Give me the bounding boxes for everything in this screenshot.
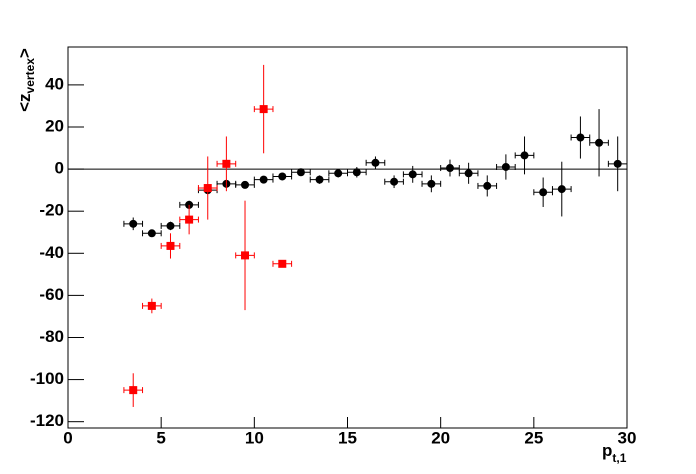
x-label-main: p [602, 441, 612, 460]
point [464, 169, 473, 178]
point [296, 168, 305, 177]
point [129, 386, 138, 395]
point [427, 179, 436, 188]
y-tick-label: -100 [30, 369, 64, 388]
point [334, 169, 343, 178]
point [259, 175, 268, 184]
point [278, 172, 287, 181]
y-tick-label: -60 [39, 285, 64, 304]
x-label-sub: t,1 [612, 451, 626, 465]
y-tick-label: -120 [30, 411, 64, 430]
point [501, 162, 510, 171]
point [315, 175, 324, 184]
point [371, 158, 380, 167]
point [222, 159, 231, 168]
point [185, 215, 194, 224]
point [241, 180, 250, 189]
point [613, 159, 622, 168]
x-axis-label: pt,1 [602, 441, 627, 465]
x-tick-label: 30 [618, 428, 637, 447]
point [203, 184, 212, 193]
x-tick-label: 0 [63, 428, 72, 447]
x-tick-label: 20 [431, 428, 450, 447]
point [166, 241, 175, 250]
x-tick-label: 15 [338, 428, 357, 447]
y-label-close: > [15, 48, 34, 58]
point [483, 181, 492, 190]
x-tick-label: 25 [524, 428, 543, 447]
point [166, 221, 175, 230]
point [278, 259, 287, 268]
point [539, 188, 548, 197]
point [147, 301, 156, 310]
y-tick-label: 40 [45, 74, 64, 93]
y-tick-label: -40 [39, 243, 64, 262]
point [259, 105, 268, 114]
point [445, 164, 454, 173]
y-tick-label: 0 [55, 159, 64, 178]
point [241, 251, 250, 260]
point [520, 151, 529, 160]
y-label-sub: vertex [23, 58, 37, 94]
x-tick-label: 10 [245, 428, 264, 447]
point [576, 133, 585, 142]
point [129, 219, 138, 228]
point [408, 170, 417, 179]
point [352, 168, 361, 177]
y-axis-label: <zvertex> [15, 48, 37, 112]
y-tick-label: -20 [39, 201, 64, 220]
point [390, 177, 399, 186]
y-tick-label: -80 [39, 327, 64, 346]
point [147, 229, 156, 238]
x-tick-label: 5 [156, 428, 165, 447]
y-tick-label: 20 [45, 116, 64, 135]
y-label-main: <z [15, 93, 34, 111]
point [557, 185, 566, 194]
point [595, 138, 604, 147]
